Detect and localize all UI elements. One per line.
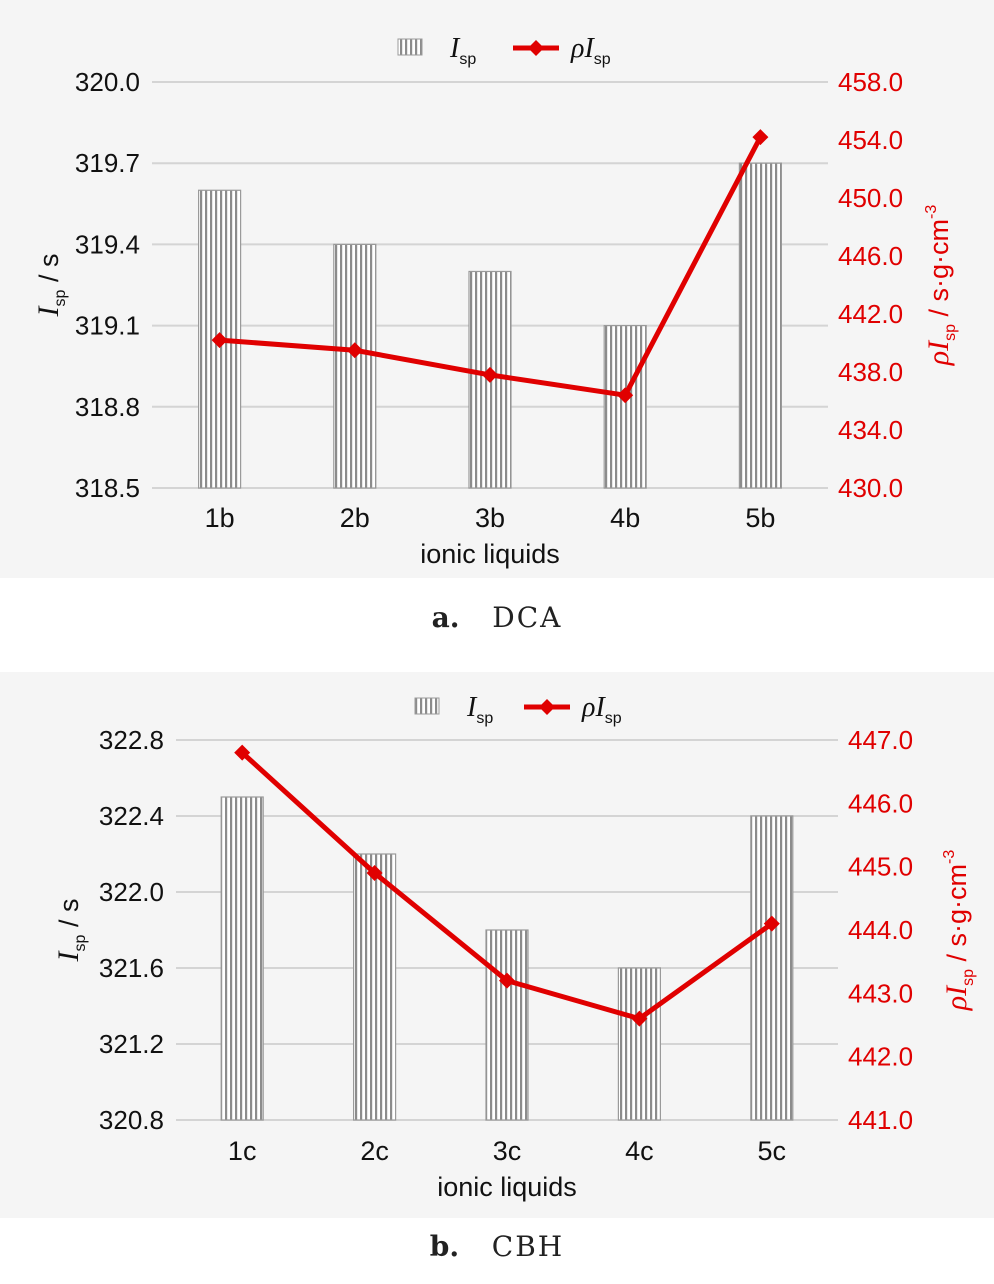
y-tick-label: 320.8 (99, 1105, 164, 1135)
y2-tick-label: 458.0 (838, 67, 903, 97)
bar-1c (220, 796, 264, 1121)
y-tick-label: 322.0 (99, 877, 164, 907)
y2-tick-label: 446.0 (838, 241, 903, 271)
y2-tick-label: 430.0 (838, 473, 903, 503)
x-tick-label: 1b (205, 503, 235, 533)
y-tick-label: 319.4 (75, 229, 140, 259)
y2-tick-label: 442.0 (838, 299, 903, 329)
line-point-4b (617, 387, 634, 404)
y-tick-label: 320.0 (75, 67, 140, 97)
chart-panel-1: 318.5 318.8 319.1 319.4 319.7 320.0 430.0 434.0… (0, 0, 994, 578)
y2-tick-label: 441.0 (848, 1105, 913, 1135)
y2-tick-label: 454.0 (838, 125, 903, 155)
y-tick-label: 318.8 (75, 392, 140, 422)
bar-2b (333, 243, 377, 489)
legend-label-isp: Isp (466, 692, 493, 727)
line-point-2b (346, 342, 363, 359)
y2-tick-label: 445.0 (848, 852, 913, 882)
y-tick-label: 322.4 (99, 801, 164, 831)
legend: Isp ρIsp (414, 692, 622, 727)
y-tick-label: 322.8 (99, 725, 164, 755)
line-point-2c (366, 865, 383, 881)
y2-tick-label: 447.0 (848, 725, 913, 755)
y2-tick-label: 443.0 (848, 978, 913, 1008)
y2-tick-label: 444.0 (848, 915, 913, 945)
line-point-3c (499, 972, 515, 989)
x-tick-label: 5b (745, 503, 775, 533)
x-tick-label: 2b (340, 503, 370, 533)
figure-caption-1: a. DCA (432, 601, 563, 634)
y2-tick-label: 450.0 (838, 183, 903, 213)
y-tick-label: 318.5 (75, 473, 140, 503)
bar-5b (738, 162, 783, 489)
x-tick-label: 4c (625, 1136, 654, 1166)
x-tick-label: 2c (360, 1136, 389, 1166)
y-tick-label: 321.6 (99, 953, 164, 983)
y-axis-title: Isp / s (32, 254, 69, 318)
x-axis-title: ionic liquids (437, 1172, 577, 1202)
y-axis-title: Isp / s (52, 899, 89, 963)
x-axis-title: ionic liquids (420, 539, 560, 569)
y2-axis-title: ρIsp / s·g·cm-3 (922, 205, 959, 367)
y2-tick-label: 446.0 (848, 788, 913, 818)
x-tick-label: 3b (475, 503, 505, 533)
legend-swatch-bar (414, 697, 440, 715)
line-point-1c (234, 744, 251, 761)
legend-swatch-marker (539, 699, 555, 715)
y2-axis-title: ρIsp / s·g·cm-3 (940, 850, 977, 1012)
legend-swatch-bar (397, 38, 423, 56)
y2-tick-label: 434.0 (838, 415, 903, 445)
line-point-3b (482, 366, 498, 383)
legend-label-isp: Isp (449, 33, 476, 68)
line-point-5c (763, 915, 780, 932)
y2-tick-label: 438.0 (838, 357, 903, 387)
legend-label-rho-isp: ρIsp (570, 33, 611, 68)
legend: Isp ρIsp (397, 33, 611, 68)
y-tick-label: 319.7 (75, 148, 140, 178)
y-tick-label: 319.1 (75, 311, 140, 341)
x-tick-label: 5c (758, 1136, 787, 1166)
x-tick-label: 3c (493, 1136, 522, 1166)
chart-panel-2: 320.8 321.2 321.6 322.0 322.4 322.8 441.0 442.0… (0, 672, 994, 1218)
y2-tick-label: 442.0 (848, 1042, 913, 1072)
y-tick-label: 321.2 (99, 1029, 164, 1059)
bar-4c (617, 967, 662, 1121)
bar-2c (353, 853, 397, 1121)
line-point-4c (631, 1010, 648, 1027)
x-tick-label: 4b (610, 503, 640, 533)
figure-caption-2: b. CBH (430, 1230, 564, 1263)
x-tick-label: 1c (228, 1136, 257, 1166)
line-point-5b (752, 129, 769, 146)
bar-5c (750, 815, 794, 1121)
bar-4b (603, 325, 647, 489)
legend-swatch-marker (528, 40, 544, 56)
line-point-1b (211, 332, 228, 349)
legend-label-rho-isp: ρIsp (581, 692, 622, 727)
bar-3c (485, 929, 529, 1121)
